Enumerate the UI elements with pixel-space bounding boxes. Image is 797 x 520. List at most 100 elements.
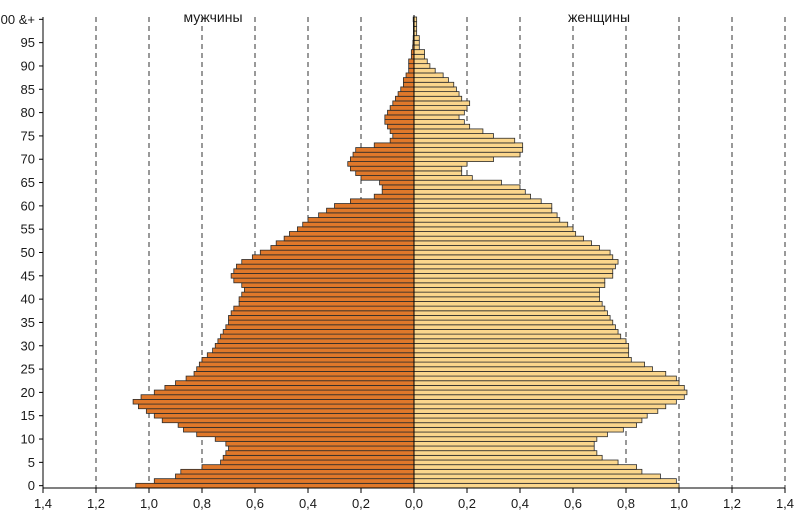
- female-bar: [413, 287, 600, 293]
- female-bar: [413, 259, 619, 265]
- male-bar: [222, 454, 415, 461]
- female-bar: [413, 268, 614, 274]
- male-bar: [381, 184, 415, 190]
- male-bar: [220, 333, 415, 340]
- x-tick-label: 0,2: [458, 496, 476, 511]
- male-bar: [349, 156, 415, 162]
- y-tick-label: 65: [21, 175, 35, 190]
- male-bar: [238, 296, 415, 302]
- female-bar: [413, 301, 603, 307]
- male-bar: [243, 287, 415, 293]
- female-bar: [413, 422, 638, 428]
- male-bar: [389, 128, 415, 134]
- female-bar: [413, 123, 471, 130]
- female-bar: [413, 207, 553, 214]
- female-bar: [413, 338, 627, 344]
- female-bar: [413, 235, 585, 242]
- male-bar: [302, 221, 415, 228]
- x-tick-label: 0,6: [246, 496, 264, 511]
- y-tick-label: 10: [21, 432, 35, 447]
- female-bar: [413, 426, 624, 433]
- female-bar: [413, 482, 680, 489]
- male-bar: [153, 389, 415, 396]
- male-bar: [307, 217, 415, 223]
- female-bar: [413, 170, 463, 176]
- male-bar: [389, 137, 415, 144]
- female-bar: [413, 343, 630, 349]
- male-bar: [349, 198, 415, 204]
- male-bar: [241, 259, 415, 265]
- female-bar: [413, 133, 494, 139]
- female-bar: [413, 254, 614, 260]
- female-bar: [413, 119, 465, 125]
- female-bar: [413, 77, 449, 83]
- male-bar: [384, 114, 415, 120]
- x-tick-label: 1,2: [723, 496, 741, 511]
- female-bar: [413, 371, 667, 377]
- male-bar: [164, 385, 415, 391]
- male-bar: [228, 445, 415, 452]
- male-bar: [408, 67, 415, 74]
- female-bar: [413, 357, 632, 363]
- female-bar: [413, 459, 619, 466]
- female-bar: [413, 231, 577, 237]
- male-bar: [214, 436, 415, 442]
- female-bar: [413, 394, 685, 400]
- female-bar: [413, 315, 611, 321]
- x-tick-label: 1,2: [87, 496, 105, 511]
- female-bar: [413, 105, 468, 111]
- y-tick-label: 100 &+: [0, 12, 35, 27]
- x-tick-label: 1,4: [34, 496, 52, 511]
- male-title: мужчины: [183, 9, 242, 25]
- female-bar: [413, 226, 574, 232]
- male-bar: [355, 170, 415, 176]
- female-bar: [413, 273, 614, 279]
- male-bar: [381, 189, 415, 195]
- y-tick-label: 5: [28, 455, 35, 470]
- x-tick-label: 0,0: [405, 496, 423, 511]
- female-bar: [413, 198, 542, 204]
- male-bar: [185, 375, 415, 382]
- male-bar: [387, 123, 415, 130]
- female-bar: [413, 375, 677, 382]
- female-bar: [413, 296, 600, 302]
- male-bar: [135, 482, 415, 489]
- male-bar: [334, 203, 415, 209]
- female-bar: [413, 385, 685, 391]
- female-bar: [413, 305, 606, 312]
- male-bar: [236, 263, 415, 270]
- x-tick-label: 0,8: [617, 496, 635, 511]
- male-bar: [270, 245, 415, 251]
- y-tick-label: 85: [21, 82, 35, 97]
- male-bar: [395, 95, 415, 102]
- female-bar: [413, 240, 592, 246]
- female-bar: [413, 72, 444, 79]
- female-bar: [413, 114, 460, 120]
- y-tick-label: 95: [21, 35, 35, 50]
- female-bar: [413, 380, 680, 386]
- female-bar: [413, 333, 622, 340]
- male-bar: [161, 417, 415, 424]
- male-bar: [233, 268, 415, 274]
- male-bar: [360, 175, 415, 181]
- male-bar: [392, 133, 415, 139]
- female-bar: [413, 398, 677, 405]
- female-bar: [413, 142, 524, 148]
- male-bar: [283, 235, 415, 242]
- female-bar: [413, 319, 614, 326]
- y-tick-label: 80: [21, 105, 35, 120]
- female-bar: [413, 109, 465, 116]
- axes-layer: [39, 15, 786, 493]
- female-bar: [413, 291, 600, 298]
- female-bar: [413, 58, 428, 65]
- female-bar: [413, 464, 638, 470]
- male-bar: [259, 249, 415, 256]
- y-tick-label: 90: [21, 58, 35, 73]
- male-bar: [201, 357, 415, 363]
- male-bar: [379, 179, 415, 186]
- male-bar: [241, 282, 415, 288]
- female-title: женщины: [568, 9, 630, 25]
- male-bar: [177, 422, 415, 428]
- x-tick-label: 0,2: [352, 496, 370, 511]
- female-bar: [413, 179, 502, 186]
